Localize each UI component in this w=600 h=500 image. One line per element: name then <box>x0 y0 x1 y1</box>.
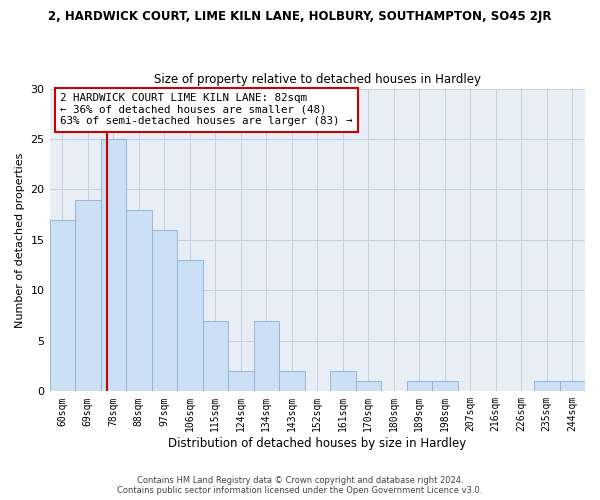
Bar <box>126 210 152 392</box>
Bar <box>75 200 101 392</box>
Bar <box>534 381 560 392</box>
Bar <box>356 381 381 392</box>
X-axis label: Distribution of detached houses by size in Hardley: Distribution of detached houses by size … <box>168 437 466 450</box>
Y-axis label: Number of detached properties: Number of detached properties <box>15 152 25 328</box>
Bar <box>152 230 177 392</box>
Bar <box>50 220 75 392</box>
Bar <box>177 260 203 392</box>
Bar <box>432 381 458 392</box>
Bar <box>560 381 585 392</box>
Text: Contains HM Land Registry data © Crown copyright and database right 2024.
Contai: Contains HM Land Registry data © Crown c… <box>118 476 482 495</box>
Bar <box>254 320 279 392</box>
Bar <box>101 139 126 392</box>
Text: 2 HARDWICK COURT LIME KILN LANE: 82sqm
← 36% of detached houses are smaller (48): 2 HARDWICK COURT LIME KILN LANE: 82sqm ←… <box>60 93 353 126</box>
Title: Size of property relative to detached houses in Hardley: Size of property relative to detached ho… <box>154 73 481 86</box>
Bar <box>407 381 432 392</box>
Bar <box>203 320 228 392</box>
Bar <box>279 371 305 392</box>
Bar <box>228 371 254 392</box>
Text: 2, HARDWICK COURT, LIME KILN LANE, HOLBURY, SOUTHAMPTON, SO45 2JR: 2, HARDWICK COURT, LIME KILN LANE, HOLBU… <box>48 10 552 23</box>
Bar <box>330 371 356 392</box>
